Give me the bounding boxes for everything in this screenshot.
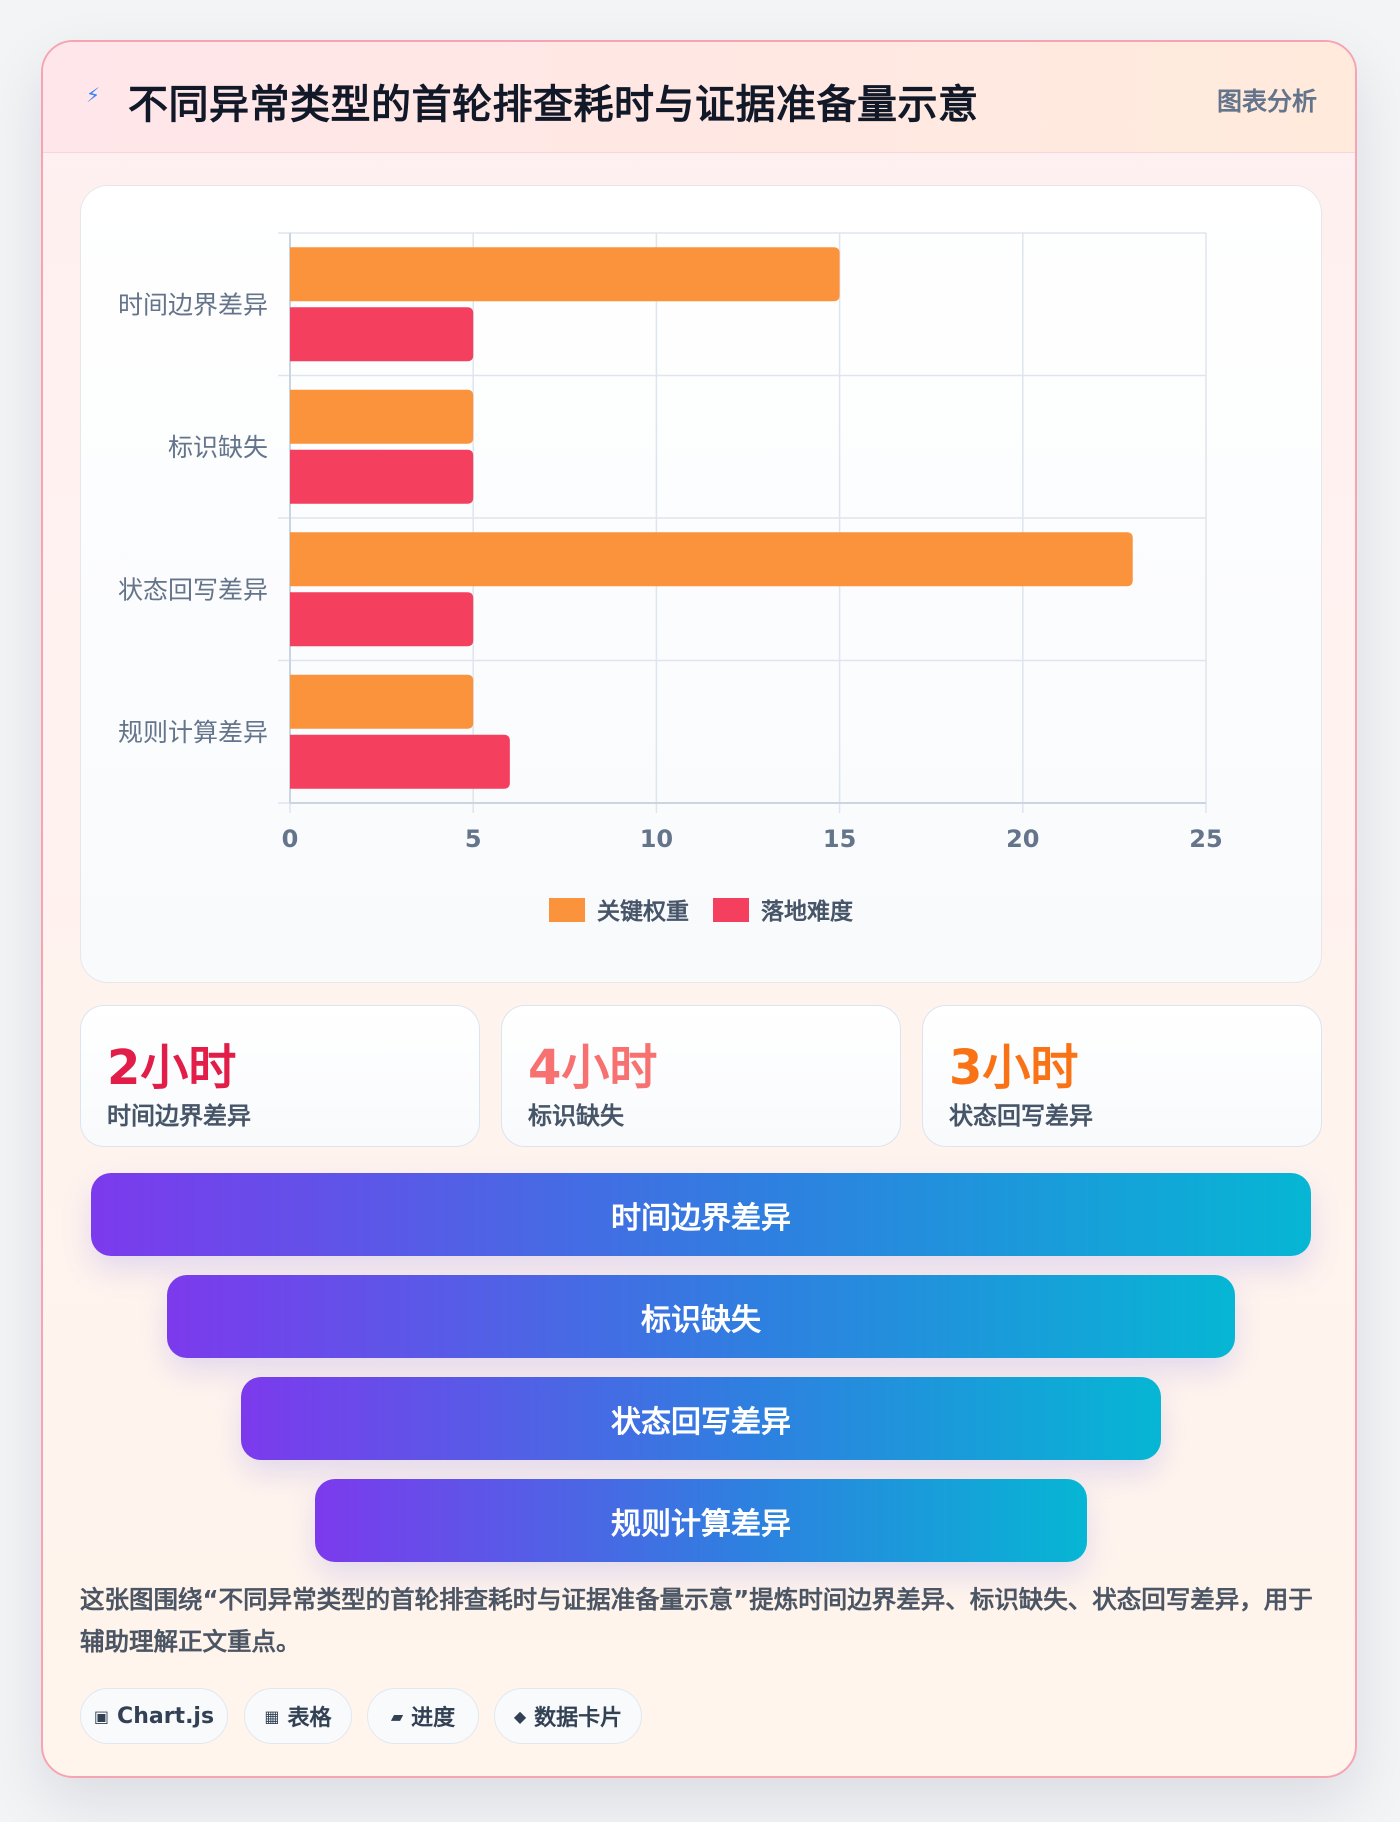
stat-label: 状态回写差异	[949, 1102, 1093, 1130]
bar-difficulty	[290, 307, 474, 362]
diamond-icon: ◆	[513, 1706, 527, 1726]
pill-label: 表格	[287, 1706, 332, 1731]
chart-card: ⚡ 不同异常类型的首轮排查耗时与证据准备量示意 图表分析 时间边界差异 标识缺失状…	[41, 40, 1357, 1778]
bar-weight	[290, 532, 1133, 587]
chart-box-icon: ▣	[93, 1706, 110, 1726]
pill-label: Chart.js	[117, 1703, 215, 1729]
x-tick-label: 25	[1189, 825, 1222, 853]
y-tick-label: 标识缺失	[168, 433, 268, 462]
bar-difficulty	[290, 592, 474, 647]
x-tick-label: 0	[282, 825, 299, 853]
funnel-label: 规则计算差异	[611, 1506, 791, 1542]
legend-label: 落地难度	[761, 898, 854, 925]
legend-label: 关键权重	[597, 898, 689, 925]
stat-label: 时间边界差异	[107, 1102, 251, 1130]
bar-difficulty	[290, 734, 510, 789]
stat-card-3: 3小时 状态回写差异	[922, 1005, 1322, 1147]
y-tick-label: 时间边界差异	[118, 290, 268, 319]
funnel-step-2: 标识缺失	[167, 1275, 1235, 1358]
chart-analysis-tag: 图表分析	[1216, 87, 1317, 116]
stat-label: 标识缺失	[528, 1102, 624, 1130]
bar-weight	[290, 674, 474, 729]
pill-data-card[interactable]: ◆ 数据卡片	[494, 1688, 642, 1744]
stat-value: 3小时	[949, 1040, 1079, 1096]
lightning-icon: ⚡	[85, 83, 101, 107]
x-tick-label: 5	[465, 825, 482, 853]
stat-card-1: 2小时 时间边界差异	[80, 1005, 480, 1147]
bar-weight	[290, 247, 840, 302]
y-tick-label: 规则计算差异	[118, 718, 268, 747]
pill-chartjs[interactable]: ▣ Chart.js	[80, 1688, 228, 1744]
stat-card-2: 4小时 标识缺失	[501, 1005, 901, 1147]
progress-icon: ▰	[390, 1706, 404, 1726]
table-icon: ▦	[264, 1706, 280, 1726]
legend-swatch	[549, 898, 585, 922]
funnel-label: 标识缺失	[641, 1302, 761, 1338]
funnel-label: 时间边界差异	[611, 1200, 791, 1236]
stat-value: 2小时	[107, 1040, 237, 1096]
x-tick-label: 20	[1006, 825, 1039, 853]
bar-weight	[290, 389, 474, 444]
x-tick-label: 10	[640, 825, 673, 853]
page-title: 不同异常类型的首轮排查耗时与证据准备量示意	[128, 82, 979, 128]
summary-text: 这张图围绕“不同异常类型的首轮排查耗时与证据准备量示意”提炼时间边界差异、标识缺…	[80, 1585, 1313, 1656]
chart-panel: 时间边界差异标识缺失状态回写差异 规则计算差异 0 5 10 15 20 25 关键权重 落地难度	[80, 185, 1322, 983]
funnel-step-3: 状态回写差异	[241, 1377, 1161, 1460]
y-tick-label: 状态回写差异	[118, 575, 268, 604]
pill-table[interactable]: ▦ 表格	[244, 1688, 352, 1744]
card-header: ⚡ 不同异常类型的首轮排查耗时与证据准备量示意 图表分析	[43, 42, 1355, 153]
pill-label: 数据卡片	[534, 1706, 623, 1731]
pill-label: 进度	[411, 1706, 456, 1731]
funnel-label: 状态回写差异	[611, 1404, 791, 1440]
legend-swatch	[713, 898, 749, 922]
funnel-step-4: 规则计算差异	[315, 1479, 1087, 1562]
bar-difficulty	[290, 449, 474, 504]
funnel-step-1: 时间边界差异	[91, 1173, 1311, 1256]
pill-progress[interactable]: ▰ 进度	[367, 1688, 479, 1744]
x-tick-label: 15	[823, 825, 856, 853]
stat-value: 4小时	[528, 1040, 658, 1096]
